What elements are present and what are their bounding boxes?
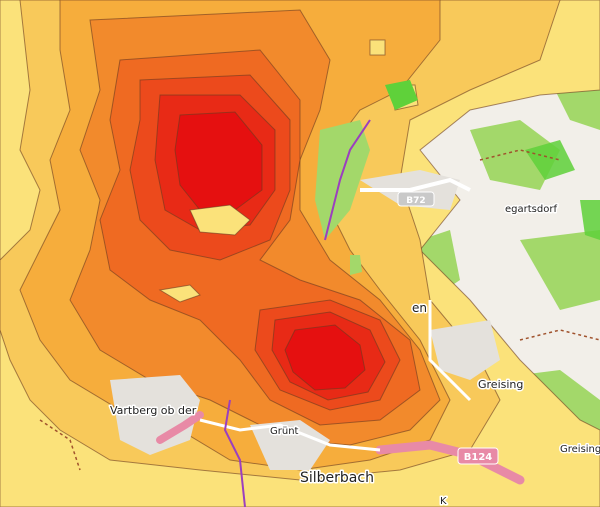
- road-shield-b124-label: B124: [464, 452, 493, 463]
- label-grunt: Grünt: [270, 426, 299, 437]
- contour-pocket: [189, 204, 251, 236]
- road-shield-b72: B72: [397, 191, 435, 207]
- label-greisingt: Greisingt: [560, 444, 600, 455]
- label-egartsdorf: egartsdorf: [505, 204, 557, 215]
- label-vartberg: Vartberg ob der: [110, 404, 197, 417]
- base-overlay: [39, 80, 600, 507]
- label-greising: Greising: [478, 378, 523, 391]
- contour-pocket-small: [158, 284, 201, 303]
- label-fragment-en: en: [412, 301, 427, 315]
- label-silberbach: Silberbach: [300, 470, 374, 486]
- label-fragment-k: K: [440, 496, 447, 507]
- contour-pocket-right: [369, 39, 386, 56]
- road-shield-b124: B124: [457, 447, 499, 465]
- road-shield-b72-label: B72: [406, 196, 425, 206]
